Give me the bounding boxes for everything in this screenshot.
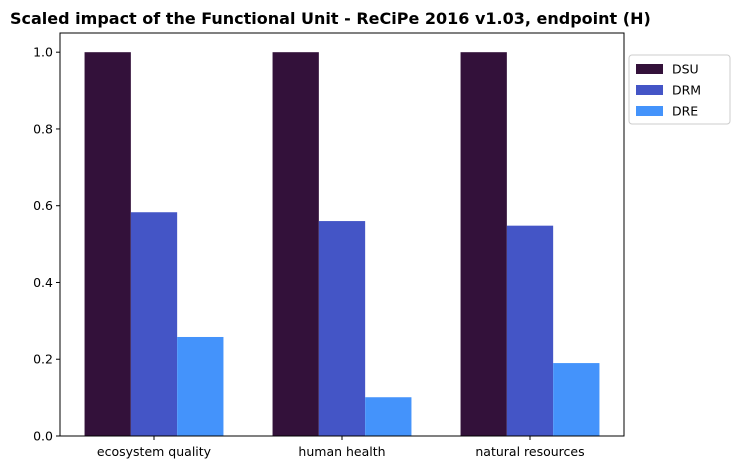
- bar-dsu-human-health: [272, 52, 319, 436]
- bars-group: [84, 52, 600, 436]
- y-tick-label: 1.0: [33, 45, 53, 60]
- y-tick-label: 0.6: [33, 198, 53, 213]
- legend-swatch-dre: [636, 106, 663, 116]
- y-tick-label: 0.2: [33, 352, 53, 367]
- x-tick-label: human health: [298, 444, 385, 459]
- bar-dre-human-health: [365, 397, 412, 436]
- y-tick-label: 0.8: [33, 121, 53, 136]
- bar-dre-natural-resources: [553, 363, 600, 436]
- legend-swatch-drm: [636, 85, 663, 95]
- bar-drm-natural-resources: [506, 225, 554, 436]
- bar-dsu-ecosystem-quality: [84, 52, 131, 436]
- bar-dsu-natural-resources: [460, 52, 507, 436]
- x-axis: ecosystem quality human health natural res…: [97, 436, 585, 459]
- x-tick-label: natural resources: [475, 444, 584, 459]
- bar-drm-human-health: [318, 221, 366, 436]
- legend-label-dsu: DSU: [672, 62, 699, 77]
- y-tick-label: 0.0: [33, 429, 53, 444]
- bar-dre-ecosystem-quality: [177, 336, 224, 436]
- y-tick-label: 0.4: [33, 275, 53, 290]
- bar-drm-ecosystem-quality: [130, 212, 178, 436]
- legend-swatch-dsu: [636, 64, 663, 74]
- x-tick-label: ecosystem quality: [97, 444, 212, 459]
- chart-title: Scaled impact of the Functional Unit - R…: [10, 9, 651, 28]
- legend-label-dre: DRE: [672, 104, 698, 119]
- y-axis: 0.0 0.2 0.4 0.6 0.8 1.0: [33, 45, 60, 444]
- legend: DSU DRM DRE: [628, 54, 731, 125]
- legend-label-drm: DRM: [672, 83, 701, 98]
